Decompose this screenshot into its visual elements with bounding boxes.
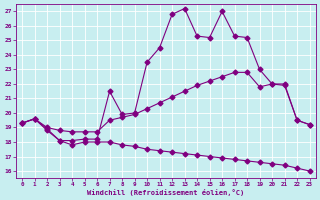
X-axis label: Windchill (Refroidissement éolien,°C): Windchill (Refroidissement éolien,°C) <box>87 189 244 196</box>
